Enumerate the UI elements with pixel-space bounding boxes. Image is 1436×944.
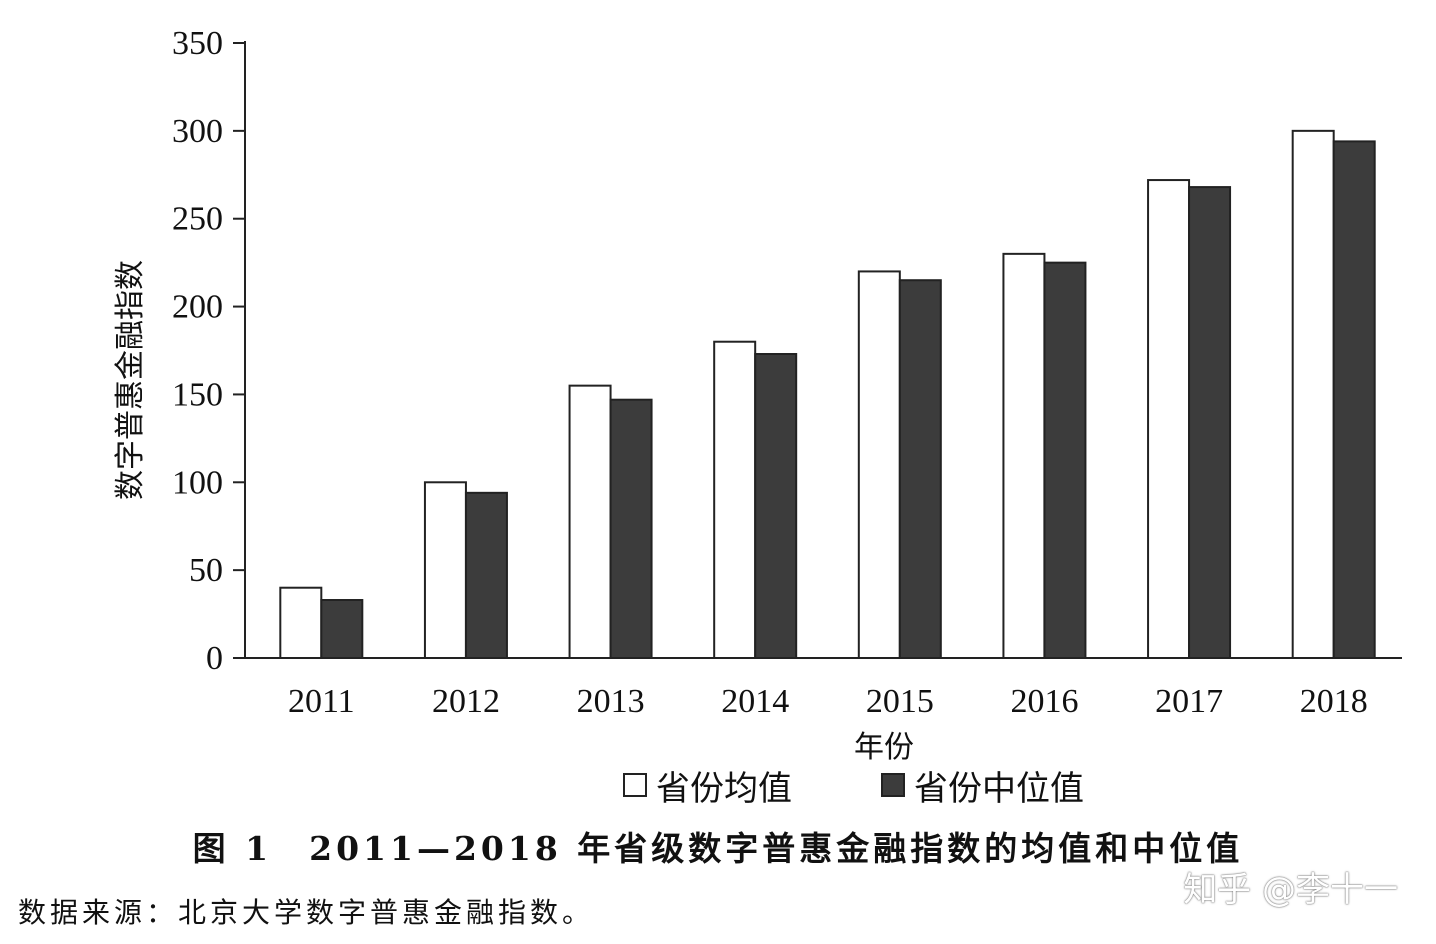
- y-axis-title: 数字普惠金融指数: [113, 260, 148, 500]
- bar-median: [609, 398, 653, 659]
- y-axis: 0 50 100 150 200 250 300 350: [172, 25, 246, 677]
- y-tick-label: 100: [172, 464, 223, 501]
- figure-caption: 图 1 2011—2018 年省级数字普惠金融指数的均值和中位值: [192, 829, 1244, 868]
- bar-median: [1332, 140, 1376, 659]
- bars: [279, 129, 1376, 660]
- bar-mean: [1002, 252, 1046, 659]
- bar-median: [754, 353, 798, 659]
- bar-median: [898, 279, 942, 659]
- x-tick-label: 2014: [721, 683, 789, 720]
- legend-label: 省份中位值: [914, 769, 1084, 809]
- bar-mean: [1147, 179, 1191, 660]
- bar-median: [1043, 261, 1087, 659]
- y-tick-label: 0: [206, 640, 223, 677]
- x-tick-label: 2013: [577, 683, 645, 720]
- legend: 省份均值 省份中位值: [623, 769, 1084, 809]
- legend-swatch: [881, 773, 905, 797]
- x-axis-title: 年份: [854, 730, 914, 765]
- bar-mean: [423, 481, 467, 659]
- watermark: 知乎 @李十一: [1183, 870, 1398, 910]
- bar-mean: [568, 384, 612, 659]
- y-tick-label: 250: [172, 201, 223, 238]
- x-tick-label: 2012: [432, 683, 500, 720]
- legend-swatch: [623, 773, 647, 797]
- x-axis: 2011 2012 2013 2014 2015 2016 2017 2018: [245, 657, 1402, 720]
- x-tick-label: 2017: [1155, 683, 1223, 720]
- y-tick-label: 200: [172, 289, 223, 326]
- x-tick-label: 2018: [1300, 683, 1368, 720]
- bar-median: [464, 491, 508, 660]
- source-note: 数据来源：北京大学数字普惠金融指数。: [18, 896, 595, 929]
- bar-median: [320, 599, 364, 659]
- x-tick-label: 2011: [288, 683, 355, 720]
- x-tick-label: 2016: [1010, 683, 1078, 720]
- bar-mean: [713, 340, 757, 659]
- bar-mean: [279, 586, 323, 660]
- bar-median: [1188, 186, 1232, 659]
- bar-mean: [857, 270, 901, 659]
- bar-mean: [1291, 129, 1335, 660]
- y-tick-label: 350: [172, 25, 223, 62]
- legend-label: 省份均值: [656, 769, 792, 809]
- y-tick-label: 300: [172, 113, 223, 150]
- y-tick-label: 150: [172, 376, 223, 413]
- y-tick-label: 50: [189, 552, 223, 589]
- x-tick-label: 2015: [866, 683, 934, 720]
